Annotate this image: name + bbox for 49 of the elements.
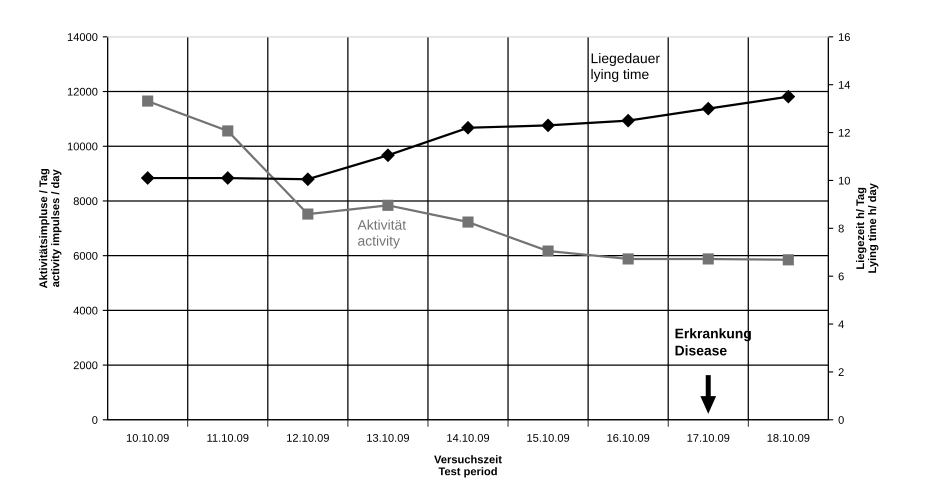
y2-tick-label: 10 (838, 176, 850, 185)
x-tick-label: 13.10.09 (367, 434, 410, 442)
point (301, 172, 314, 186)
y2-tick-label: 2 (838, 368, 844, 376)
y-tick-label: 8000 (74, 197, 98, 206)
point (462, 216, 474, 228)
y-tick-label: 14000 (68, 33, 98, 41)
point (461, 121, 475, 134)
y2-tick-label: 8 (838, 224, 844, 232)
y-tick-label: 10000 (68, 142, 98, 150)
point (221, 171, 234, 185)
point (702, 102, 715, 116)
point (381, 148, 395, 162)
point (782, 90, 795, 104)
y2-tick-label: 4 (838, 320, 844, 328)
point (302, 208, 314, 220)
point (782, 254, 794, 266)
x-axis-title: Versuchszeit Test period (434, 455, 502, 478)
y-tick-label: 2000 (74, 361, 98, 370)
text: Liegedauer lying time (591, 53, 660, 82)
x-tick-label: 10.10.09 (126, 434, 169, 442)
y2-tick-label: 14 (838, 81, 850, 89)
point (382, 200, 394, 211)
point (141, 171, 154, 185)
y-tick-label: 12000 (68, 88, 98, 96)
point (702, 253, 714, 265)
y2-tick-label: 0 (838, 416, 844, 424)
y-tick-label: 6000 (74, 252, 98, 260)
x-tick-label: 12.10.09 (287, 434, 329, 442)
y-tick-label: 0 (92, 416, 98, 424)
series-label: Aktivität activity (358, 220, 406, 249)
y2-axis-title: Liegezeit h/ Tag Lying time h/ day (856, 183, 878, 273)
y2-tick-label: 12 (838, 128, 850, 137)
x-tick-label: 16.10.09 (607, 434, 650, 442)
y-tick-label: 4000 (73, 306, 98, 315)
y-axis-title: Aktivitätsimpluse / Tag activity impulses / day (39, 168, 62, 288)
y2-tick-label: 6 (838, 272, 844, 280)
x-tick-label: 18.10.09 (768, 434, 810, 442)
y2-tick-label: 16 (838, 33, 850, 41)
point (622, 253, 634, 265)
x-tick-label: 11.10.09 (207, 434, 248, 442)
point (541, 118, 555, 132)
x-tick-label: 17.10.09 (687, 434, 730, 442)
point (142, 96, 154, 107)
x-tick-label: 15.10.09 (527, 434, 570, 442)
point (222, 125, 234, 136)
point (622, 114, 635, 128)
x-tick-label: 14.10.09 (447, 434, 490, 442)
point (542, 245, 554, 257)
